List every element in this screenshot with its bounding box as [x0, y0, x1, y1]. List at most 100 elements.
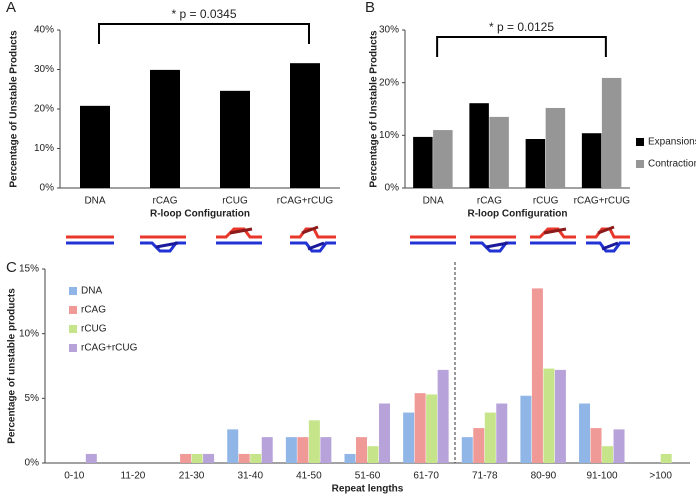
legend-label: rCAG+rCUG [81, 343, 138, 354]
bar [525, 139, 546, 188]
x-tick-label: 21-30 [179, 471, 205, 482]
x-tick-label: rCUG [222, 196, 248, 207]
y-tick-label: 0% [40, 183, 55, 194]
y-tick-label: 10% [19, 328, 39, 339]
y-tick-label: 20% [34, 104, 54, 115]
x-tick-label: 80-90 [531, 471, 557, 482]
bar [579, 403, 591, 463]
bar [180, 453, 192, 463]
y-tick-label: 40% [34, 25, 54, 36]
panel-label: C [6, 259, 17, 276]
rloop-diagrams-b [410, 225, 630, 253]
bar [297, 437, 309, 463]
bar [285, 437, 297, 463]
y-tick-label: 30% [379, 25, 399, 36]
legend-label: DNA [81, 286, 102, 297]
bar [403, 412, 415, 463]
annotation: * p = 0.0345 [171, 7, 236, 21]
rloop-diagrams-a [66, 225, 336, 253]
x-tick-label: 61-70 [413, 471, 439, 482]
bar [590, 428, 602, 463]
x-axis-title: R-loop Configuration [468, 209, 568, 220]
bar [413, 136, 433, 188]
x-tick-label: rCAG [477, 196, 502, 207]
y-tick-label: 0% [385, 183, 400, 194]
y-tick-label: 10% [379, 130, 399, 141]
legend-label: rCUG [81, 324, 107, 335]
bar [433, 130, 453, 188]
x-tick-label: 51-60 [355, 471, 381, 482]
y-axis-title: Percentage of Unstable Products [9, 30, 20, 188]
x-tick-label: 41-50 [296, 471, 322, 482]
y-tick-label: 0% [25, 458, 40, 469]
bar [367, 446, 379, 463]
x-axis-title: R-loop Configuration [150, 209, 250, 220]
bar [238, 453, 250, 463]
bar [496, 403, 508, 463]
x-tick-label: 31-40 [237, 471, 263, 482]
y-tick-label: 30% [34, 64, 54, 75]
bar [356, 437, 367, 463]
bar [250, 453, 262, 463]
y-tick-label: 20% [379, 77, 399, 88]
y-axis-title: Percentage of Unstable Products [369, 30, 380, 188]
x-tick-label: >100 [649, 471, 672, 482]
legend-swatch [69, 325, 77, 333]
bar [554, 369, 566, 463]
bar [461, 437, 473, 463]
bar [85, 453, 97, 463]
bar [290, 63, 320, 188]
bar [426, 394, 438, 463]
y-tick-label: 5% [25, 393, 40, 404]
x-tick-label: rCAG+rCUG [574, 196, 631, 207]
bar [308, 420, 320, 463]
panel-label: B [365, 0, 375, 16]
bar [379, 403, 390, 463]
bar [601, 77, 622, 188]
legend-swatch [69, 306, 77, 314]
bar [414, 393, 426, 463]
bar [602, 446, 614, 463]
bar [437, 369, 449, 463]
x-tick-label: 0-10 [64, 471, 84, 482]
bar [220, 90, 250, 188]
y-tick-label: 10% [34, 143, 54, 154]
y-axis-title: Percentage of unstable products [7, 288, 18, 444]
bar [80, 105, 110, 188]
bar [227, 429, 239, 463]
legend-label: Expansions [648, 137, 696, 148]
bar [489, 116, 509, 188]
bar [543, 368, 555, 463]
x-tick-label: 91-100 [586, 471, 618, 482]
bar [613, 429, 625, 463]
bar [520, 395, 532, 463]
legend-label: rCAG [81, 305, 106, 316]
x-tick-label: rCUG [533, 196, 559, 207]
bar [473, 428, 485, 463]
legend-label: Contractions [648, 159, 696, 170]
bar [531, 288, 543, 463]
bar [660, 453, 672, 463]
x-tick-label: rCAG [153, 196, 178, 207]
legend-swatch [69, 344, 77, 352]
bar [469, 103, 489, 188]
annotation: * p = 0.0125 [489, 20, 554, 34]
y-tick-label: 15% [19, 264, 39, 275]
legend-swatch [636, 160, 644, 168]
x-tick-label: 71-78 [472, 471, 498, 482]
legend-swatch [69, 287, 77, 295]
bar [344, 453, 356, 463]
bar [581, 133, 602, 188]
x-axis-title: Repeat lengths [332, 484, 404, 495]
bar [320, 437, 332, 463]
bar [484, 412, 496, 463]
bar [191, 453, 203, 463]
panel-label: A [6, 0, 16, 16]
significance-bracket [436, 36, 607, 57]
bar [150, 69, 180, 188]
bar [545, 107, 566, 188]
legend-swatch [636, 138, 644, 146]
significance-bracket [98, 23, 310, 44]
bar [261, 437, 273, 463]
